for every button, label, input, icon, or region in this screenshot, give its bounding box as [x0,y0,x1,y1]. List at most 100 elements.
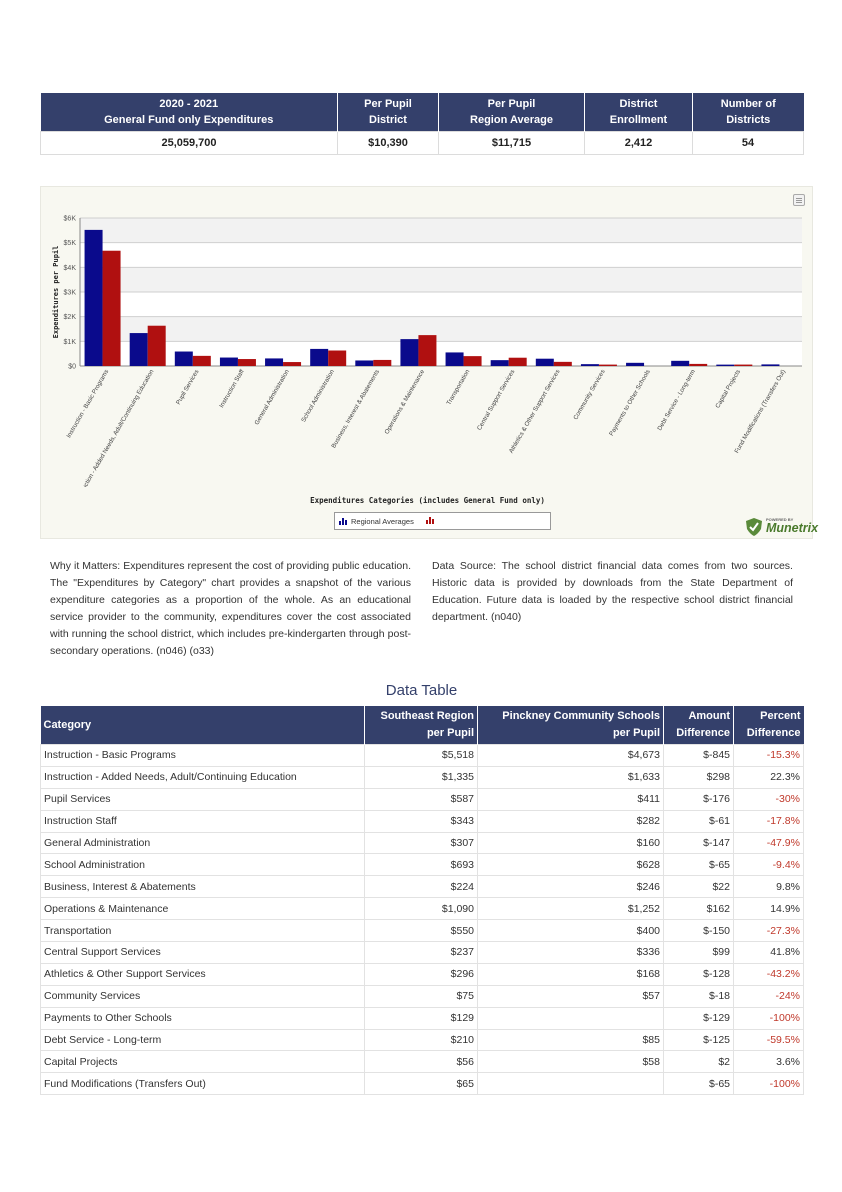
cell-category: School Administration [40,853,365,877]
x-tick-label: General Administration [253,368,291,426]
table-row: Capital Projects $56 $58 $2 3.6% [40,1050,804,1074]
table-row: Pupil Services $587 $411 $-176 -30% [40,787,804,811]
bar-region [400,339,419,366]
bar-district [283,362,302,366]
cell-region-per-pupil: $210 [364,1028,478,1052]
cell-district-per-pupil: $628 [477,853,664,877]
legend-item-regional-averages[interactable]: Regional Averages [339,517,414,526]
cell-amount-difference: $-61 [663,809,734,833]
table-row: Community Services $75 $57 $-18 -24% [40,984,804,1008]
bar-region [129,333,148,366]
cell-region-per-pupil: $1,090 [364,897,478,921]
legend-item-district[interactable] [426,517,434,524]
bar-district [373,359,392,366]
x-tick-label: Instruction - Added Needs, Adult/Continu… [75,368,156,487]
cell-percent-difference: -30% [733,787,804,811]
summary-header-per-pupil-district: Per Pupil District [337,93,439,131]
table-row: Central Support Services $237 $336 $99 41.8% [40,941,804,964]
cell-category: Payments to Other Schools [40,1006,365,1030]
why-it-matters-text: Why it Matters: Expenditures represent t… [50,558,411,660]
cell-category: General Administration [40,831,365,855]
why-it-matters-label: Why it Matters: [50,560,121,572]
x-tick-label: Community Services [572,369,606,422]
x-tick-label: Transportation [445,368,471,406]
table-row: Debt Service - Long-term $210 $85 $-125 -59.… [40,1028,804,1052]
cell-region-per-pupil: $65 [364,1072,478,1096]
cell-category: Transportation [40,919,365,943]
cell-category: Athletics & Other Support Services [40,962,365,986]
chart-band [80,267,802,292]
bar-region [626,362,645,366]
bar-region [761,364,780,366]
cell-category: Instruction Staff [40,809,365,833]
x-tick-label: Capital Projects [714,369,742,410]
table-row: Payments to Other Schools $129 $-129 -100% [40,1006,804,1030]
table-row: General Administration $307 $160 $-147 -47.9… [40,831,804,855]
data-source-text: Data Source: The school district financi… [432,558,793,626]
cell-percent-difference: -59.5% [733,1028,804,1052]
x-tick-label: Instruction - Basic Programs [65,369,110,440]
cell-category: Central Support Services [40,941,365,964]
cell-category: Capital Projects [40,1050,365,1074]
bar-district [328,350,347,366]
cell-percent-difference: 22.3% [733,765,804,789]
table-row: School Administration $693 $628 $-65 -9.4% [40,853,804,877]
munetrix-logo: POWERED BY Munetrix [746,517,818,537]
summary-per-pupil-district: $10,390 [337,130,439,155]
cell-district-per-pupil: $4,673 [477,744,664,767]
cell-category: Fund Modifications (Transfers Out) [40,1072,365,1096]
cell-amount-difference: $-150 [663,919,734,943]
cell-amount-difference: $-65 [663,1072,734,1096]
bar-region [445,352,464,366]
bar-district [598,364,617,366]
x-tick-label: Athletics & Other Support Services [508,369,562,455]
chart-x-axis-title: Expenditures Categories (includes Genera… [310,496,545,505]
bar-district [463,356,482,366]
cell-category: Business, Interest & Abatements [40,875,365,899]
cell-district-per-pupil: $1,633 [477,765,664,789]
cell-percent-difference: -47.9% [733,831,804,855]
summary-number-of-districts: 54 [692,130,804,155]
x-tick-label: Payments to Other Schools [608,369,652,438]
why-it-matters-body: Expenditures represent the cost of provi… [50,560,411,657]
cell-district-per-pupil: $336 [477,941,664,964]
cell-category: Pupil Services [40,787,365,811]
cell-percent-difference: -43.2% [733,962,804,986]
cell-district-per-pupil [477,1072,664,1096]
y-tick-label: $0 [68,364,76,371]
header-pinckney: Pinckney Community Schools per Pupil [477,706,664,745]
table-row: Transportation $550 $400 $-150 -27.3% [40,919,804,943]
summary-header-expenditures: 2020 - 2021 General Fund only Expenditure… [40,93,338,131]
summary-header-number-of-districts: Number of Districts [692,93,804,131]
cell-region-per-pupil: $1,335 [364,765,478,789]
bar-district [418,335,437,366]
table-row: Instruction - Added Needs, Adult/Continu… [40,765,804,789]
data-source-label: Data Source: [432,560,497,572]
cell-category: Community Services [40,984,365,1008]
x-tick-label: Central Support Services [476,369,516,432]
cell-amount-difference: $-147 [663,831,734,855]
bar-region [535,358,554,366]
cell-amount-difference: $-125 [663,1028,734,1052]
cell-region-per-pupil: $5,518 [364,744,478,767]
chart-menu-button[interactable] [793,194,805,206]
cell-district-per-pupil: $411 [477,787,664,811]
bar-region [490,360,509,366]
cell-category: Operations & Maintenance [40,897,365,921]
cell-amount-difference: $99 [663,941,734,964]
legend-swatch-red-icon [426,517,434,524]
shield-check-icon [746,518,762,536]
cell-percent-difference: 9.8% [733,875,804,899]
cell-amount-difference: $-176 [663,787,734,811]
bar-district [192,355,211,366]
cell-region-per-pupil: $587 [364,787,478,811]
cell-region-per-pupil: $343 [364,809,478,833]
cell-amount-difference: $-129 [663,1006,734,1030]
cell-category: Instruction - Basic Programs [40,744,365,767]
summary-enrollment: 2,412 [584,130,693,155]
bar-region [716,364,735,366]
bar-district [553,361,572,366]
cell-percent-difference: -100% [733,1006,804,1030]
cell-district-per-pupil: $57 [477,984,664,1008]
cell-amount-difference: $-845 [663,744,734,767]
